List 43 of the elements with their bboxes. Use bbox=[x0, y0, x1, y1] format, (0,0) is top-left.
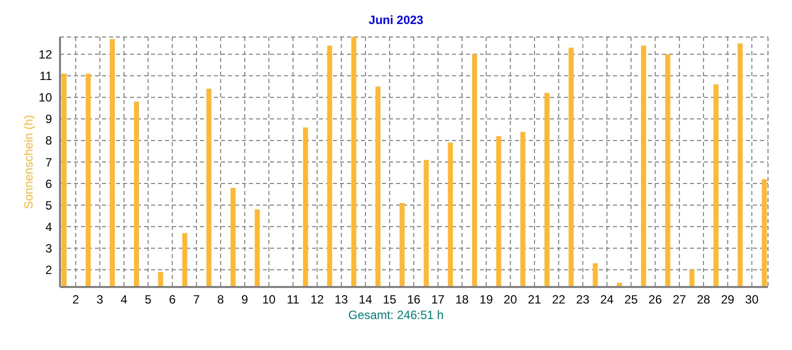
y-tick-label: 11 bbox=[40, 69, 52, 84]
x-tick-label: 5 bbox=[144, 292, 152, 307]
x-tick-label: 9 bbox=[241, 292, 248, 307]
y-tick-label: 12 bbox=[38, 48, 52, 62]
x-tick-label: 8 bbox=[217, 292, 224, 307]
y-tick-label: 3 bbox=[45, 241, 52, 256]
x-tick-label: 6 bbox=[168, 292, 176, 307]
x-tick-label: 11 bbox=[286, 292, 300, 307]
y-tick-label: 7 bbox=[45, 155, 52, 170]
x-tick-label: 25 bbox=[624, 292, 638, 307]
chart-title: Juni 2023 bbox=[368, 13, 424, 27]
y-tick-label: 5 bbox=[45, 198, 52, 212]
x-tick-label: 24 bbox=[600, 292, 614, 307]
x-tick-label: 29 bbox=[720, 292, 735, 307]
x-tick-label: 30 bbox=[745, 292, 759, 307]
y-tick-label: 2 bbox=[45, 263, 52, 278]
x-tick-label: 12 bbox=[310, 292, 324, 307]
x-tick-label: 28 bbox=[696, 292, 711, 307]
y-tick-label: 10 bbox=[38, 90, 52, 105]
x-tick-label: 13 bbox=[334, 292, 348, 307]
x-tick-label: 20 bbox=[504, 292, 518, 307]
x-tick-label: 18 bbox=[455, 292, 470, 307]
x-tick-label: 15 bbox=[382, 292, 397, 307]
x-tick-label: 26 bbox=[648, 292, 662, 307]
y-axis-title: Sonnenschein (h) bbox=[21, 114, 36, 210]
x-tick-label: 10 bbox=[262, 292, 276, 307]
x-tick-label: 2 bbox=[72, 292, 80, 307]
x-tick-label: 22 bbox=[552, 292, 566, 307]
x-tick-label: 4 bbox=[120, 292, 128, 307]
x-tick-label: 19 bbox=[480, 292, 494, 307]
y-tick-label: 6 bbox=[45, 176, 52, 191]
y-tick-label: 4 bbox=[45, 220, 52, 234]
x-tick-label: 17 bbox=[431, 292, 445, 307]
x-tick-label: 7 bbox=[193, 292, 200, 307]
x-tick-label: 16 bbox=[407, 292, 421, 307]
text: Gesamt: 246:51 h bbox=[347, 308, 445, 322]
x-tick-label: 23 bbox=[576, 292, 590, 307]
y-tick-label: 9 bbox=[45, 112, 52, 126]
x-tick-label: 27 bbox=[672, 292, 686, 307]
x-tick-label: 21 bbox=[528, 292, 542, 307]
x-tick-label: 3 bbox=[96, 292, 104, 307]
y-tick-label: 8 bbox=[45, 134, 52, 148]
x-tick-label: 14 bbox=[358, 292, 372, 307]
